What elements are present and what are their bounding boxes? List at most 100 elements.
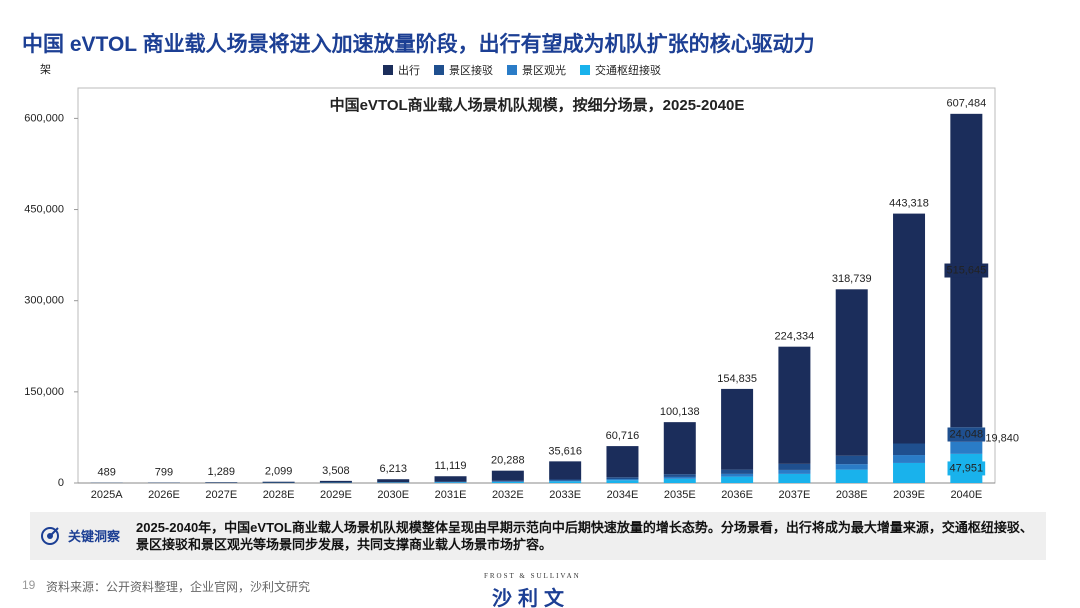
bar-segment xyxy=(893,455,926,463)
total-label: 20,288 xyxy=(491,455,525,467)
logo-text: 沙利文 xyxy=(492,588,570,608)
insight-heading: 关键洞察 xyxy=(68,529,121,544)
bar-segment xyxy=(721,476,754,483)
x-tick-label: 2035E xyxy=(664,489,696,501)
bar-segment xyxy=(778,346,811,464)
y-tick-label: 150,000 xyxy=(24,386,64,398)
bar-segment xyxy=(606,446,639,478)
bar-segment xyxy=(434,482,467,483)
legend-label: 景区接驳 xyxy=(449,64,493,77)
bar-segment xyxy=(778,463,811,470)
legend-swatch xyxy=(507,65,517,75)
y-tick-label: 600,000 xyxy=(24,112,64,124)
segment-label: 24,048 xyxy=(950,428,984,440)
legend-label: 交通枢纽接驳 xyxy=(595,63,661,77)
total-label: 318,739 xyxy=(832,273,872,285)
total-label: 489 xyxy=(97,467,115,479)
bar-segment xyxy=(377,479,410,483)
x-tick-label: 2039E xyxy=(893,489,925,501)
total-label: 154,835 xyxy=(717,373,757,385)
total-label: 224,334 xyxy=(775,331,815,343)
bar-segment xyxy=(663,478,696,483)
x-tick-label: 2027E xyxy=(205,489,237,501)
segment-label-bg xyxy=(944,263,989,278)
y-tick-label: 450,000 xyxy=(24,203,64,215)
insight-text: 2025-2040年，中国eVTOL商业载人场景机队规模整体呈现由早期示范向中后… xyxy=(136,520,1033,552)
insight-icon xyxy=(41,527,59,545)
y-axis-unit: 架 xyxy=(40,63,51,76)
x-tick-label: 2029E xyxy=(320,489,352,501)
bar-segment xyxy=(835,464,868,470)
bar-segment xyxy=(950,441,983,454)
x-tick-label: 2032E xyxy=(492,489,524,501)
bar-segment xyxy=(434,476,467,482)
bar-segment xyxy=(663,474,696,477)
x-tick-label: 2034E xyxy=(607,489,639,501)
total-label: 1,289 xyxy=(208,466,236,478)
bar-segment xyxy=(549,480,582,482)
bar-segment xyxy=(549,479,582,481)
y-tick-label: 300,000 xyxy=(24,295,64,307)
bar-segment xyxy=(893,462,926,483)
bar-segment xyxy=(319,480,352,483)
chart: 架 中国eVTOL商业载人场景机队规模，按细分场景，2025-2040E 0 15… xyxy=(24,63,1019,501)
x-tick-label: 2033E xyxy=(549,489,581,501)
bar-segment xyxy=(262,481,295,483)
total-label: 799 xyxy=(155,466,173,478)
bar-segment xyxy=(721,473,754,477)
segment-label-bg xyxy=(947,461,986,476)
x-tick-label: 2038E xyxy=(836,489,868,501)
total-label: 60,716 xyxy=(606,430,640,442)
bar-segment xyxy=(606,477,639,480)
bar-segment xyxy=(205,482,238,483)
x-tick-label: 2040E xyxy=(950,489,982,501)
segment-label: 47,951 xyxy=(950,462,984,474)
bar-segment xyxy=(549,461,582,480)
bar-segment xyxy=(721,388,754,470)
legend-swatch xyxy=(383,65,393,75)
total-label: 3,508 xyxy=(322,465,350,477)
source-note: 资料来源：公开资料整理，企业官网，沙利文研究 xyxy=(46,580,311,594)
bar-segment xyxy=(491,480,524,482)
y-tick-label: 0 xyxy=(58,477,64,489)
page-number: 19 xyxy=(22,578,36,592)
x-tick-label: 2036E xyxy=(721,489,753,501)
bar-segment xyxy=(721,469,754,474)
segment-label: 515,645 xyxy=(946,264,986,276)
chart-title: 中国eVTOL商业载人场景机队规模，按细分场景，2025-2040E xyxy=(330,96,745,114)
x-tick-label: 2030E xyxy=(377,489,409,501)
segment-label: 19,840 xyxy=(985,433,1019,445)
bar-segment xyxy=(549,481,582,483)
bar-segment xyxy=(893,213,926,444)
x-tick-label: 2031E xyxy=(435,489,467,501)
bar-segment xyxy=(778,469,811,474)
bar-segment xyxy=(663,422,696,475)
legend-label: 景区观光 xyxy=(522,63,566,77)
bar-segment xyxy=(835,289,868,456)
bar-segment xyxy=(835,455,868,465)
bar-segment xyxy=(491,470,524,481)
x-tick-label: 2028E xyxy=(263,489,295,501)
total-label: 607,484 xyxy=(946,98,986,110)
bar-segment xyxy=(893,443,926,456)
slide-title: 中国 eVTOL 商业载人场景将进入加速放量阶段，出行有望成为机队扩张的核心驱动… xyxy=(22,33,815,56)
total-label: 100,138 xyxy=(660,406,700,418)
total-label: 6,213 xyxy=(379,463,407,475)
insight-box: 关键洞察 2025-2040年，中国eVTOL商业载人场景机队规模整体呈现由早期… xyxy=(30,512,1046,560)
bar-segment xyxy=(606,480,639,483)
segment-label-bg xyxy=(947,427,986,442)
total-label: 2,099 xyxy=(265,466,293,478)
bar-segment xyxy=(835,469,868,483)
total-label: 35,616 xyxy=(548,445,582,457)
total-label: 443,318 xyxy=(889,198,929,210)
x-tick-label: 2025A xyxy=(91,489,123,501)
bar-segment xyxy=(778,473,811,483)
x-tick-label: 2026E xyxy=(148,489,180,501)
bar-segment xyxy=(663,476,696,479)
legend-swatch xyxy=(434,65,444,75)
logo-text: FROST & SULLIVAN xyxy=(484,572,581,580)
legend-label: 出行 xyxy=(398,63,420,77)
legend-swatch xyxy=(580,65,590,75)
x-tick-label: 2037E xyxy=(779,489,811,501)
